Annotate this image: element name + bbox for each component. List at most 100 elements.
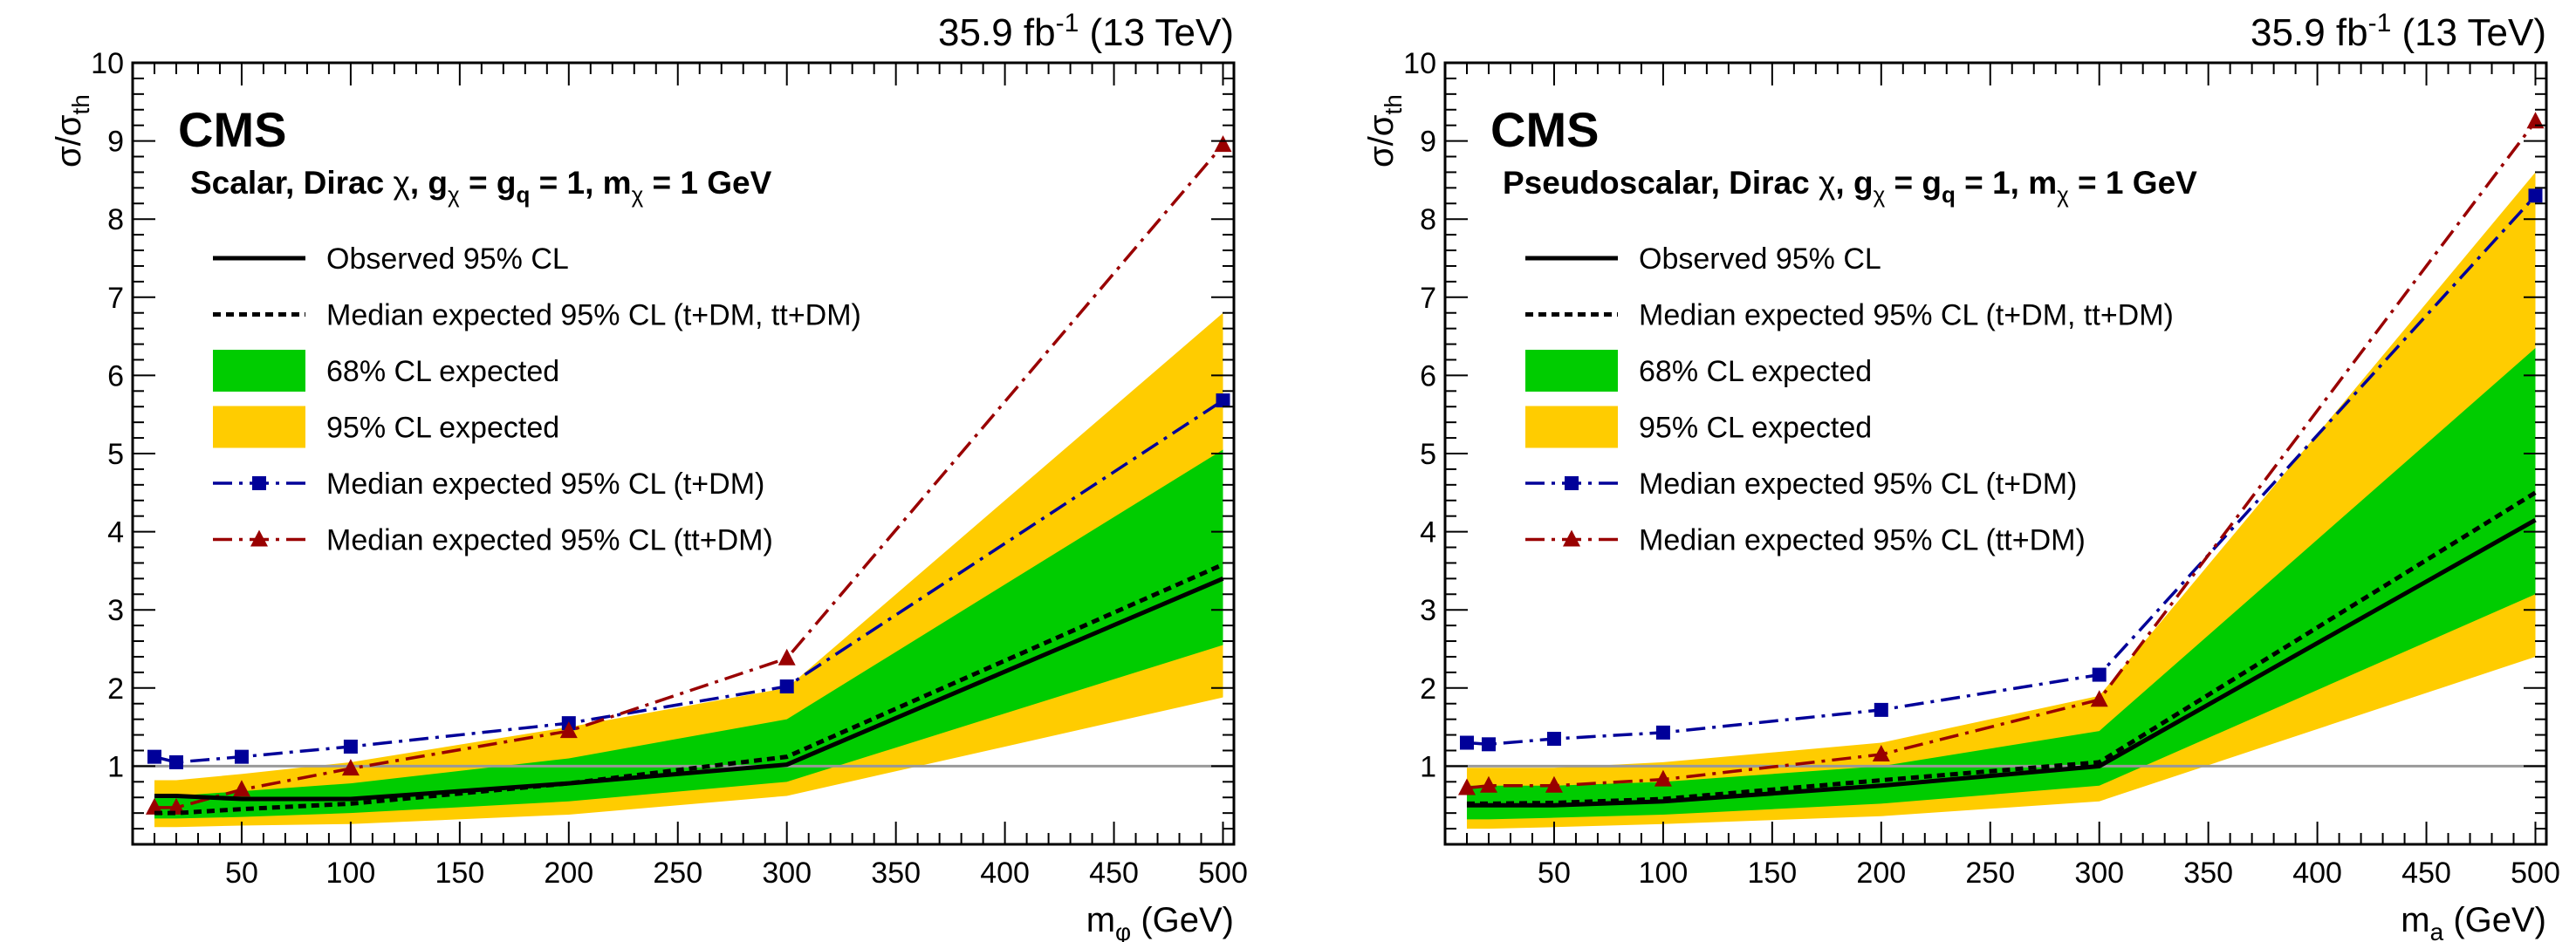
y-tick-label: 2 — [107, 672, 124, 706]
tdm-point — [1216, 393, 1230, 408]
x-axis-label: ma (GeV) — [2401, 901, 2546, 942]
x-tick-label: 350 — [2183, 857, 2233, 890]
legend-item-ttdm: Median expected 95% CL (tt+DM) — [213, 524, 773, 557]
legend-label-tdm: Median expected 95% CL (t+DM) — [1639, 468, 2077, 501]
y-tick-label: 6 — [1420, 359, 1436, 392]
y-axis-label: σ/σth — [50, 94, 94, 167]
y-tick-label: 3 — [1420, 594, 1436, 627]
experiment-label: CMS — [1490, 102, 1599, 157]
legend-marker-ttdm — [250, 529, 268, 547]
ttdm-point — [778, 648, 796, 666]
legend-label-band68: 68% CL expected — [1639, 355, 1872, 388]
legend-item-band95: 95% CL expected — [213, 406, 559, 448]
legend-marker-ttdm — [1563, 529, 1580, 547]
x-tick-label: 350 — [871, 857, 921, 890]
y-tick-label: 2 — [1420, 672, 1436, 706]
ttdm-point — [1214, 135, 1232, 153]
legend-label-expected: Median expected 95% CL (t+DM, tt+DM) — [326, 299, 861, 332]
legend-item-ttdm: Median expected 95% CL (tt+DM) — [1525, 524, 2086, 557]
tdm-point — [147, 749, 161, 764]
model-title: Pseudoscalar, Dirac χ, gχ = gq = 1, mχ =… — [1503, 165, 2197, 208]
legend-swatch-band68 — [1525, 350, 1618, 392]
experiment-label: CMS — [178, 102, 286, 157]
tdm-point — [1459, 735, 1474, 750]
x-tick-label: 150 — [1747, 857, 1797, 890]
y-tick-label: 9 — [107, 126, 124, 159]
y-tick-label: 5 — [1420, 438, 1436, 471]
legend-item-tdm: Median expected 95% CL (t+DM) — [213, 468, 764, 501]
legend-label-band95: 95% CL expected — [1639, 412, 1872, 445]
y-tick-label: 9 — [1420, 126, 1436, 159]
tdm-point — [343, 740, 358, 754]
legend-item-observed: Observed 95% CL — [213, 242, 569, 276]
series-observed-line — [1466, 517, 2537, 808]
x-tick-label: 50 — [225, 857, 258, 890]
tdm-point — [1481, 737, 1496, 752]
y-tick-label: 5 — [107, 438, 124, 471]
legend-marker-tdm — [1565, 476, 1579, 490]
legend-label-band95: 95% CL expected — [326, 412, 559, 445]
x-tick-label: 250 — [1965, 857, 2015, 890]
ttdm-point — [1545, 775, 1563, 793]
legend-item-expected: Median expected 95% CL (t+DM, tt+DM) — [213, 299, 861, 332]
tdm-point — [168, 754, 183, 769]
tdm-point — [234, 749, 249, 764]
x-tick-label: 50 — [1538, 857, 1571, 890]
x-tick-label: 500 — [2511, 857, 2560, 890]
x-tick-label: 150 — [435, 857, 484, 890]
y-tick-label: 1 — [1420, 750, 1436, 783]
legend: Observed 95% CL Median expected 95% CL (t… — [1525, 242, 2174, 557]
ttdm-point — [145, 797, 163, 815]
ttdm-point — [1457, 778, 1476, 795]
tdm-point — [2528, 188, 2543, 203]
x-tick-label: 100 — [326, 857, 376, 890]
x-tick-label: 200 — [1856, 857, 1906, 890]
x-axis-label: mφ (GeV) — [1086, 901, 1234, 942]
y-tick-label: 3 — [107, 594, 124, 627]
ttdm-point — [1654, 769, 1672, 787]
y-tick-label: 4 — [1420, 516, 1436, 550]
series-expected-line — [154, 562, 1224, 816]
y-tick-label: 8 — [1420, 203, 1436, 236]
legend: Observed 95% CL Median expected 95% CL (t… — [213, 242, 861, 557]
x-tick-label: 450 — [2401, 857, 2451, 890]
band-68-expected — [1466, 348, 2536, 820]
series-expected-line — [1466, 490, 2537, 806]
legend-marker-tdm — [252, 476, 266, 490]
legend-item-expected: Median expected 95% CL (t+DM, tt+DM) — [1525, 299, 2174, 332]
legend-item-band68: 68% CL expected — [213, 350, 559, 392]
y-tick-label: 8 — [107, 203, 124, 236]
tdm-point — [1546, 732, 1561, 747]
tdm-point — [1655, 725, 1670, 740]
y-tick-label: 1 — [107, 750, 124, 783]
x-tick-label: 400 — [980, 857, 1030, 890]
y-tick-label: 7 — [1420, 282, 1436, 315]
tdm-point — [779, 679, 794, 694]
ttdm-point — [2090, 690, 2108, 707]
ttdm-point — [341, 759, 360, 776]
tdm-point — [2092, 667, 2107, 682]
lumi-label: 35.9 fb-1 (13 TeV) — [2251, 9, 2546, 54]
y-tick-label: 7 — [107, 282, 124, 315]
y-axis-label: σ/σth — [1362, 94, 1407, 167]
x-tick-label: 250 — [653, 857, 702, 890]
x-tick-label: 100 — [1639, 857, 1689, 890]
tdm-point — [1874, 702, 1888, 717]
legend-swatch-band95 — [1525, 406, 1618, 448]
x-tick-label: 200 — [544, 857, 593, 890]
y-tick-label: 10 — [1403, 47, 1436, 80]
legend-swatch-band68 — [213, 350, 305, 392]
x-tick-label: 300 — [2074, 857, 2124, 890]
ttdm-point — [167, 797, 185, 815]
ttdm-point — [2526, 112, 2545, 129]
legend-item-band95: 95% CL expected — [1525, 406, 1872, 448]
legend-item-band68: 68% CL expected — [1525, 350, 1872, 392]
legend-item-observed: Observed 95% CL — [1525, 242, 1881, 276]
x-tick-label: 300 — [762, 857, 812, 890]
legend-label-expected: Median expected 95% CL (t+DM, tt+DM) — [1639, 299, 2174, 332]
lumi-label: 35.9 fb-1 (13 TeV) — [938, 9, 1234, 54]
x-tick-label: 450 — [1089, 857, 1139, 890]
x-tick-label: 400 — [2292, 857, 2342, 890]
